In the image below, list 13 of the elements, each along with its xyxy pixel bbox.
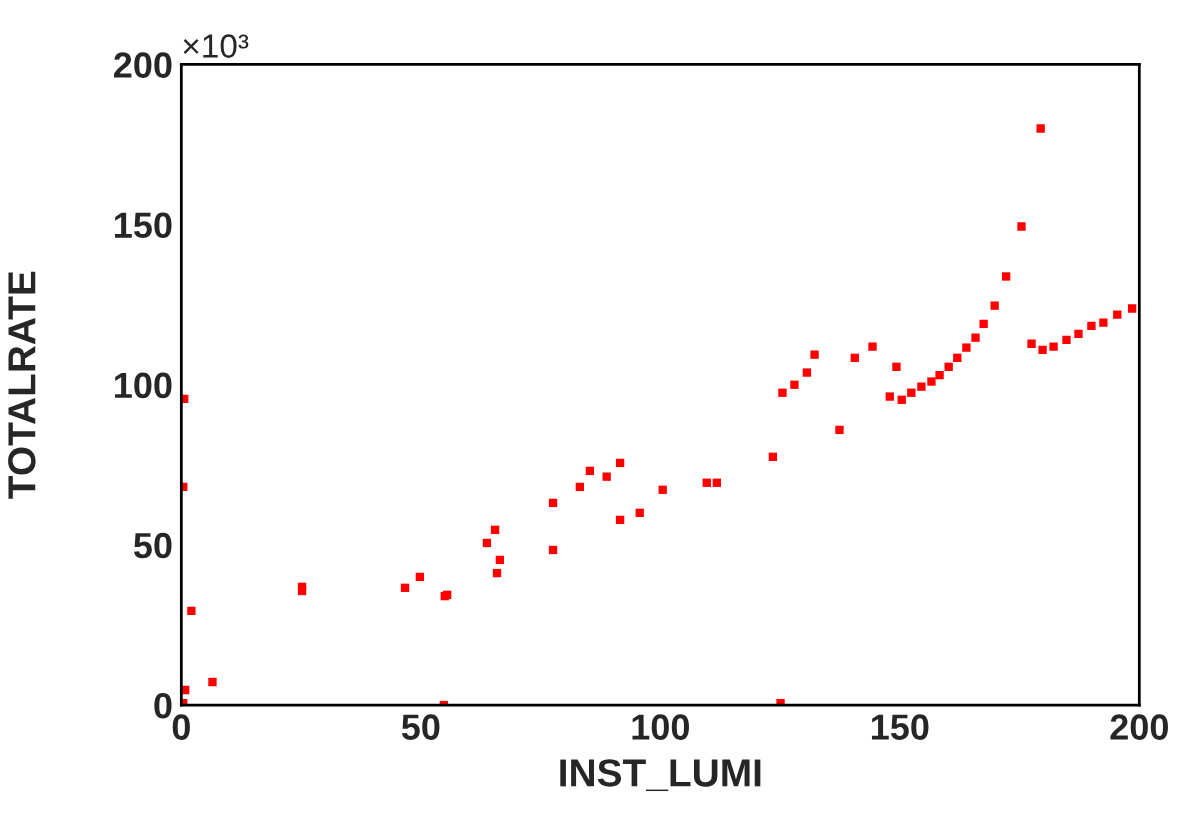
- y-tick-label: 50: [133, 532, 172, 559]
- y-axis-title: TOTALRATE: [8, 271, 36, 499]
- x-tick-label: 50: [401, 714, 440, 740]
- y-tick-label: 150: [115, 212, 172, 239]
- x-axis-title: INST_LUMI: [560, 759, 761, 792]
- y-tick-label: 200: [114, 52, 172, 78]
- x-tick-label: 200: [1110, 714, 1168, 740]
- text: ×10³: [183, 34, 249, 58]
- y-tick-label: 0: [154, 692, 172, 719]
- x-tick-label: 0: [172, 714, 190, 740]
- y-tick-label: 100: [115, 372, 172, 399]
- x-tick-label: 150: [871, 714, 929, 740]
- x-tick-label: 100: [632, 714, 689, 740]
